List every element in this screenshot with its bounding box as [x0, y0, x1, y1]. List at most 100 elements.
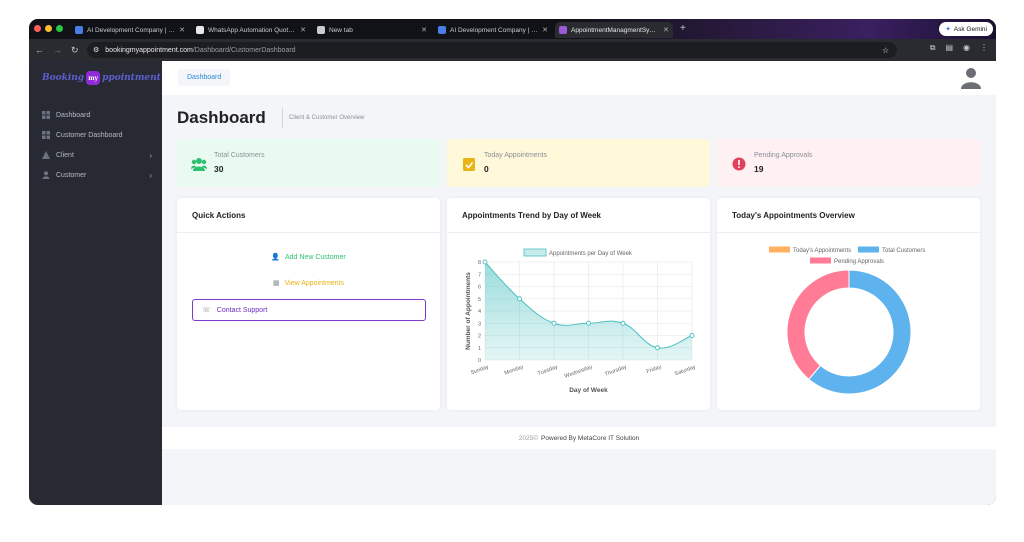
top-bar: Dashboard: [162, 61, 996, 95]
stat-label: Total Customers: [214, 152, 265, 159]
close-tab-icon[interactable]: ✕: [300, 27, 306, 34]
y-tick-label: 5: [478, 297, 481, 303]
breadcrumb[interactable]: Dashboard: [178, 69, 231, 86]
tab-title: AI Development Company | O...: [450, 26, 539, 34]
series-area: [485, 262, 692, 360]
tab-strip: AI Development Company | O... ✕ WhatsApp…: [29, 19, 996, 39]
logo-mark: my: [86, 71, 101, 85]
overview-chart-card: Today's Appointments Overview Today's Ap…: [717, 198, 980, 410]
browser-tab[interactable]: WhatsApp Automation Quota... ✕: [192, 22, 310, 38]
data-point: [620, 320, 626, 326]
close-tab-icon[interactable]: ✕: [542, 27, 548, 34]
sidebar-item-label: Dashboard: [56, 111, 91, 119]
user-avatar-icon[interactable]: [961, 67, 981, 89]
y-tick-label: 8: [478, 260, 481, 266]
maximize-window-button[interactable]: [56, 25, 63, 32]
url-host: bookingmyappointment.com: [105, 46, 193, 54]
sidebar-item-client[interactable]: Client ›: [42, 145, 152, 165]
legend-label: Total Customers: [882, 248, 925, 254]
x-tick-label: Monday: [504, 364, 525, 376]
contact-support-button[interactable]: ☏ Contact Support: [192, 299, 426, 321]
y-tick-label: 7: [478, 272, 481, 278]
browser-window: AI Development Company | O... ✕ WhatsApp…: [29, 19, 996, 505]
back-icon[interactable]: ←: [35, 45, 44, 55]
tab-title: WhatsApp Automation Quota...: [208, 26, 297, 34]
legend-swatch: [769, 246, 790, 253]
user-icon: [42, 171, 50, 179]
tab-favicon-icon: [75, 26, 83, 34]
new-tab-button[interactable]: +: [680, 23, 686, 34]
url-path: /Dashboard/CustomerDashboard: [192, 46, 296, 54]
browser-tab[interactable]: AI Development Company | O... ✕: [71, 22, 189, 38]
close-tab-icon[interactable]: ✕: [663, 27, 669, 34]
sidebar-item-dashboard[interactable]: Dashboard: [42, 105, 152, 125]
extensions-icon[interactable]: ⧉: [929, 43, 936, 52]
reload-icon[interactable]: ↻: [71, 44, 79, 55]
sidebar-item-customer[interactable]: Customer ›: [42, 165, 152, 185]
site-info-icon[interactable]: ⚙: [93, 47, 100, 54]
footer-powered: Powered By MetaCore IT Solution: [541, 434, 640, 442]
x-tick-label: Wednesday: [564, 364, 593, 380]
bookmark-star-icon[interactable]: ☆: [881, 45, 889, 55]
ask-gemini-label: Ask Gemini: [953, 25, 987, 33]
view-appointments-label: View Appointments: [284, 279, 345, 287]
sparkle-icon: ✦: [945, 26, 951, 33]
y-tick-label: 0: [478, 358, 481, 364]
tab-favicon-icon: [438, 26, 446, 34]
app: Booking my ppointment « Dashboard Custom…: [29, 61, 996, 505]
legend-label: Pending Approvals: [834, 259, 884, 265]
add-customer-button[interactable]: 👤 Add New Customer: [177, 253, 440, 262]
theme-background: [576, 19, 996, 39]
footer: 2025© Powered By MetaCore IT Solution: [162, 427, 996, 449]
close-tab-icon[interactable]: ✕: [179, 27, 185, 34]
browser-tab[interactable]: AI Development Company | O... ✕: [434, 22, 552, 38]
legend-swatch: [523, 248, 547, 257]
view-appointments-button[interactable]: ▦ View Appointments: [177, 279, 440, 288]
y-tick-label: 1: [478, 346, 481, 352]
trend-chart: Appointments per Day of Week 0 1 2 3 4 5 6 7 8 Sun…: [465, 248, 697, 394]
chevron-right-icon: ›: [149, 170, 152, 180]
tab-title: New tab: [329, 26, 353, 34]
profile-icon[interactable]: ◉: [963, 43, 970, 52]
contact-support-label: Contact Support: [216, 306, 268, 314]
data-point: [482, 259, 488, 265]
window-controls: [34, 25, 63, 32]
grid-icon: [42, 111, 50, 119]
sidepanel-icon[interactable]: ▤: [945, 43, 954, 52]
forward-icon[interactable]: →: [53, 45, 62, 55]
ask-gemini-button[interactable]: ✦ Ask Gemini: [939, 22, 993, 36]
browser-toolbar: ← → ↻ ⚙ bookingmyappointment.com/Dashboa…: [29, 39, 996, 61]
tab-title: AppointmentManagmentSyste...: [571, 26, 660, 34]
address-bar[interactable]: ⚙ bookingmyappointment.com/Dashboard/Cus…: [87, 42, 897, 58]
x-tick-label: Tuesday: [537, 364, 559, 377]
stat-card-total-customers: Total Customers 30: [177, 139, 440, 187]
close-tab-icon[interactable]: ✕: [421, 27, 427, 34]
legend-swatch: [810, 257, 831, 264]
browser-tab[interactable]: New tab ✕: [313, 22, 431, 38]
x-tick-label: Sunday: [470, 364, 490, 376]
overview-chart: Today's Appointments Total Customers Pendi…: [769, 246, 925, 395]
browser-tab[interactable]: AppointmentManagmentSyste... ✕: [555, 22, 673, 38]
quick-actions-title: Quick Actions: [177, 198, 440, 233]
menu-icon[interactable]: ⋮: [980, 43, 988, 52]
logo-text-left: Booking: [42, 73, 85, 83]
close-window-button[interactable]: [34, 25, 41, 32]
sidebar-item-label: Customer: [56, 171, 87, 179]
trend-chart-card: Appointments Trend by Day of Week Appoin…: [447, 198, 710, 410]
y-tick-label: 4: [478, 309, 481, 315]
trend-chart-title: Appointments Trend by Day of Week: [447, 198, 710, 233]
tab-favicon-icon: [559, 26, 567, 34]
logo-text-right: ppointment: [102, 73, 161, 83]
sidebar-item-customer-dashboard[interactable]: Customer Dashboard: [42, 125, 152, 145]
calendar-icon: ▦: [272, 280, 280, 287]
app-logo[interactable]: Booking my ppointment «: [42, 71, 170, 85]
tab-title: AI Development Company | O...: [87, 26, 176, 34]
headset-icon: ☏: [202, 307, 211, 314]
minimize-window-button[interactable]: [45, 25, 52, 32]
stat-card-today-appointments: Today Appointments 0: [447, 139, 710, 187]
sidebar-item-label: Customer Dashboard: [56, 131, 123, 139]
tab-favicon-icon: [196, 26, 204, 34]
stat-value: 19: [754, 164, 764, 174]
legend-swatch: [858, 246, 879, 253]
x-axis-label: Day of Week: [569, 387, 608, 394]
